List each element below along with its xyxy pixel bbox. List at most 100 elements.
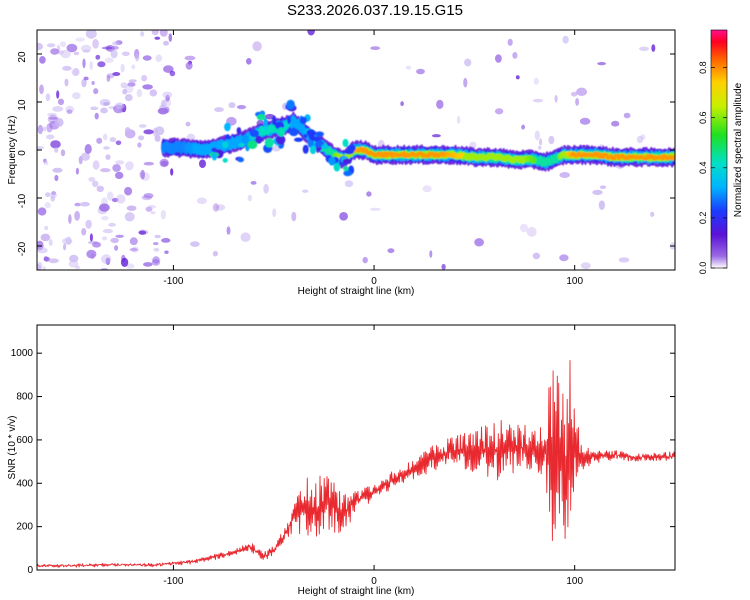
noise-blob <box>43 158 47 163</box>
noise-blob <box>247 194 252 202</box>
x-tick-label: 0 <box>371 276 377 287</box>
noise-blob <box>429 250 433 258</box>
noise-blob <box>120 257 129 267</box>
noise-blob <box>161 238 171 243</box>
noise-blob <box>90 106 99 111</box>
noise-blob <box>185 61 193 70</box>
noise-blob <box>532 98 544 103</box>
noise-blob <box>101 216 109 221</box>
noise-blob <box>651 44 656 52</box>
ridge-blob <box>343 166 349 172</box>
noise-blob <box>93 88 99 95</box>
noise-blob <box>47 112 57 117</box>
noise-blob <box>153 248 160 252</box>
noise-blob <box>106 75 111 82</box>
noise-blob <box>199 159 206 168</box>
x-axis-label: Height of straight line (km) <box>298 586 415 597</box>
ridge-cell <box>671 155 675 160</box>
noise-blob <box>45 192 51 198</box>
noise-blob <box>60 41 66 47</box>
noise-blob <box>56 90 60 99</box>
noise-blob <box>112 45 119 50</box>
ridge-blob <box>271 115 277 126</box>
ridge-blob <box>211 152 217 161</box>
ridge-blob <box>238 143 245 148</box>
noise-blob <box>370 46 381 50</box>
noise-blob <box>91 81 95 85</box>
ridge-blob <box>236 127 242 135</box>
noise-blob <box>94 112 99 120</box>
noise-blob <box>43 256 49 261</box>
noise-blob <box>92 160 100 170</box>
noise-blob <box>104 57 114 63</box>
ridge-blob <box>300 116 307 125</box>
noise-blob <box>101 46 113 50</box>
y-tick-label: 600 <box>16 435 33 446</box>
noise-blob <box>512 52 518 59</box>
ridge-blob <box>315 131 324 137</box>
y-tick-label: 1000 <box>11 348 34 359</box>
noise-blob <box>151 258 161 266</box>
x-tick-label: -100 <box>163 576 183 587</box>
noise-blob <box>126 205 137 211</box>
noise-blob <box>162 91 173 99</box>
ridge-blob <box>333 162 341 172</box>
noise-blob <box>302 189 309 193</box>
noise-blob <box>143 262 153 267</box>
noise-blob <box>46 134 55 140</box>
noise-blob <box>495 54 502 63</box>
ridge-blob <box>321 144 329 150</box>
noise-blob <box>141 75 148 82</box>
ridge-blob <box>342 138 349 148</box>
noise-blob <box>121 51 130 57</box>
noise-blob <box>196 197 207 205</box>
noise-blob <box>63 243 67 251</box>
noise-blob <box>127 82 136 87</box>
noise-blob <box>58 50 64 55</box>
noise-blob <box>60 49 71 59</box>
ridge-blob <box>222 141 229 149</box>
noise-blob <box>51 191 56 196</box>
ridge-cell <box>459 153 465 158</box>
noise-blob <box>152 127 158 137</box>
ridge-blob <box>249 129 260 138</box>
noise-blob <box>39 56 46 64</box>
y-tick-label: 20 <box>17 51 28 63</box>
noise-blob <box>159 158 169 168</box>
noise-blob <box>40 233 51 242</box>
noise-blob <box>215 204 226 211</box>
noise-blob <box>65 105 75 113</box>
noise-blob <box>100 107 108 114</box>
noise-blob <box>102 236 108 241</box>
noise-blob <box>132 246 139 253</box>
colorbar-label: Normalized spectral amplitude <box>733 82 744 217</box>
noise-blob <box>44 202 51 209</box>
noise-blob <box>240 232 251 242</box>
noise-blob <box>570 91 578 97</box>
spectrogram-heatmap <box>37 30 675 270</box>
noise-blob <box>143 129 154 135</box>
noise-blob <box>344 180 354 188</box>
noise-blob <box>136 89 143 98</box>
noise-blob <box>161 100 167 108</box>
noise-blob <box>307 30 315 36</box>
noise-blob <box>559 254 569 262</box>
ridge-band <box>161 99 675 177</box>
noise-blob <box>226 226 231 235</box>
noise-blob <box>112 72 121 76</box>
noise-blob <box>252 41 262 52</box>
x-tick-label: 100 <box>566 576 583 587</box>
noise-blob <box>37 124 44 135</box>
noise-blob <box>92 180 99 188</box>
noise-blob <box>190 241 200 247</box>
ridge-blob <box>259 125 264 131</box>
ridge-blob <box>255 135 263 144</box>
noise-blob <box>291 211 297 222</box>
noise-blob <box>366 191 372 197</box>
noise-blob <box>640 134 646 140</box>
noise-blob <box>81 228 87 236</box>
noise-blob <box>579 117 591 125</box>
noise-blob <box>463 77 468 88</box>
noise-blob <box>110 49 118 59</box>
